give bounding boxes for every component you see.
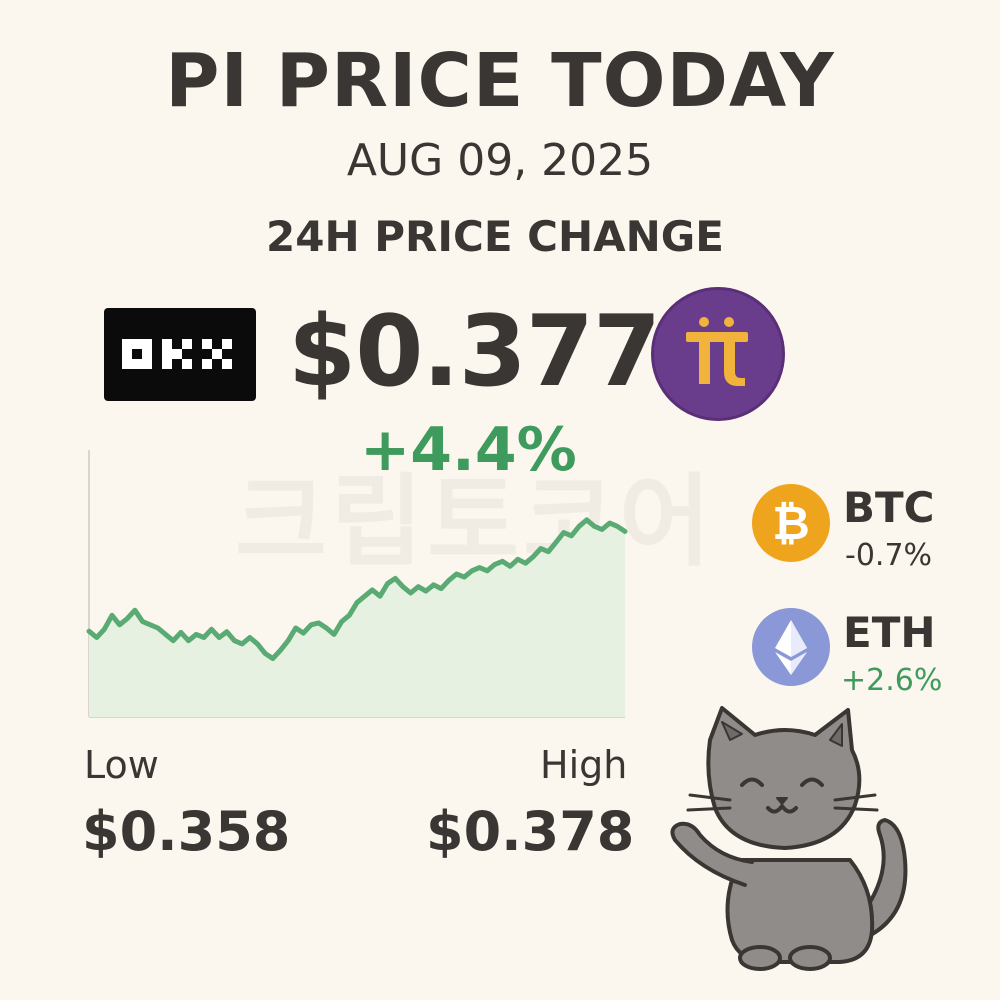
svg-text:₿: ₿ (772, 496, 810, 550)
change-label: 24H PRICE CHANGE (266, 212, 724, 261)
price-chart (86, 450, 628, 718)
watermark: 크립토코어 (235, 463, 715, 580)
current-price: $0.377 (288, 295, 661, 409)
bitcoin-logo: ₿ (752, 484, 830, 562)
eth-change: +2.6% (841, 663, 943, 698)
date-label: AUG 09, 2025 (346, 135, 654, 186)
pi-network-logo (651, 287, 785, 421)
ethereum-logo (752, 608, 830, 686)
okx-logo (104, 308, 256, 401)
btc-change: -0.7% (845, 538, 933, 573)
eth-symbol: ETH (843, 608, 936, 657)
price-change-percent: +4.4% (360, 415, 577, 485)
price-series-line (86, 517, 628, 661)
high-value: $0.378 (426, 800, 635, 863)
high-label: High (540, 743, 628, 787)
low-value: $0.358 (82, 800, 291, 863)
page-title: PI PRICE TODAY (165, 38, 835, 124)
waving-cat-icon (670, 706, 908, 971)
low-label: Low (84, 743, 159, 787)
btc-symbol: BTC (843, 483, 935, 532)
